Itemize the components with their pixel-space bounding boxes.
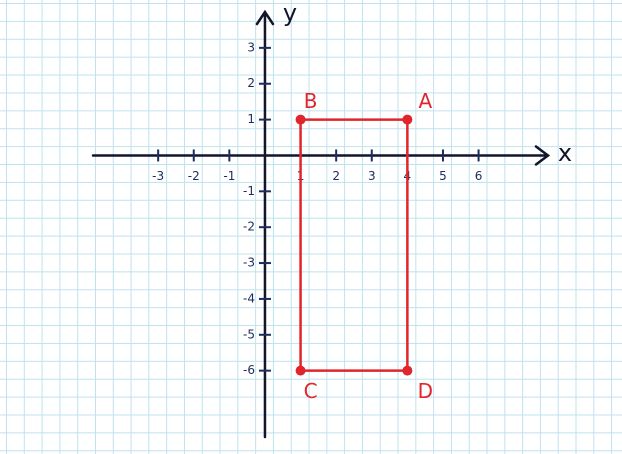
x-tick-label: -2 [188,169,200,183]
x-tick-label: 3 [368,169,376,183]
point [295,114,306,125]
x-axis-label: x [558,139,572,167]
point-label: B [304,89,318,113]
x-axis [91,145,551,166]
point-label: A [419,89,433,113]
x-tick-label: 2 [332,169,340,183]
point [402,114,413,125]
y-axis-label: y [283,0,297,27]
x-tick-label: 6 [475,169,483,183]
y-tick-label: -5 [243,327,255,341]
polygon [299,118,409,372]
point-label: D [418,379,433,403]
y-tick-label: 1 [247,112,255,126]
y-tick-label: 3 [247,40,255,54]
y-axis [255,9,275,439]
point-label: C [304,379,318,403]
y-tick-label: -4 [243,291,255,305]
x-tick-label: -3 [152,169,164,183]
y-tick-label: -2 [243,220,255,234]
point [295,365,306,376]
y-tick-label: 2 [247,76,255,90]
y-tick-label: -6 [243,363,255,377]
y-tick-label: -3 [243,256,255,270]
x-tick-label: -1 [223,169,235,183]
y-tick-label: -1 [243,184,255,198]
x-tick-label: 5 [439,169,447,183]
point [402,365,413,376]
